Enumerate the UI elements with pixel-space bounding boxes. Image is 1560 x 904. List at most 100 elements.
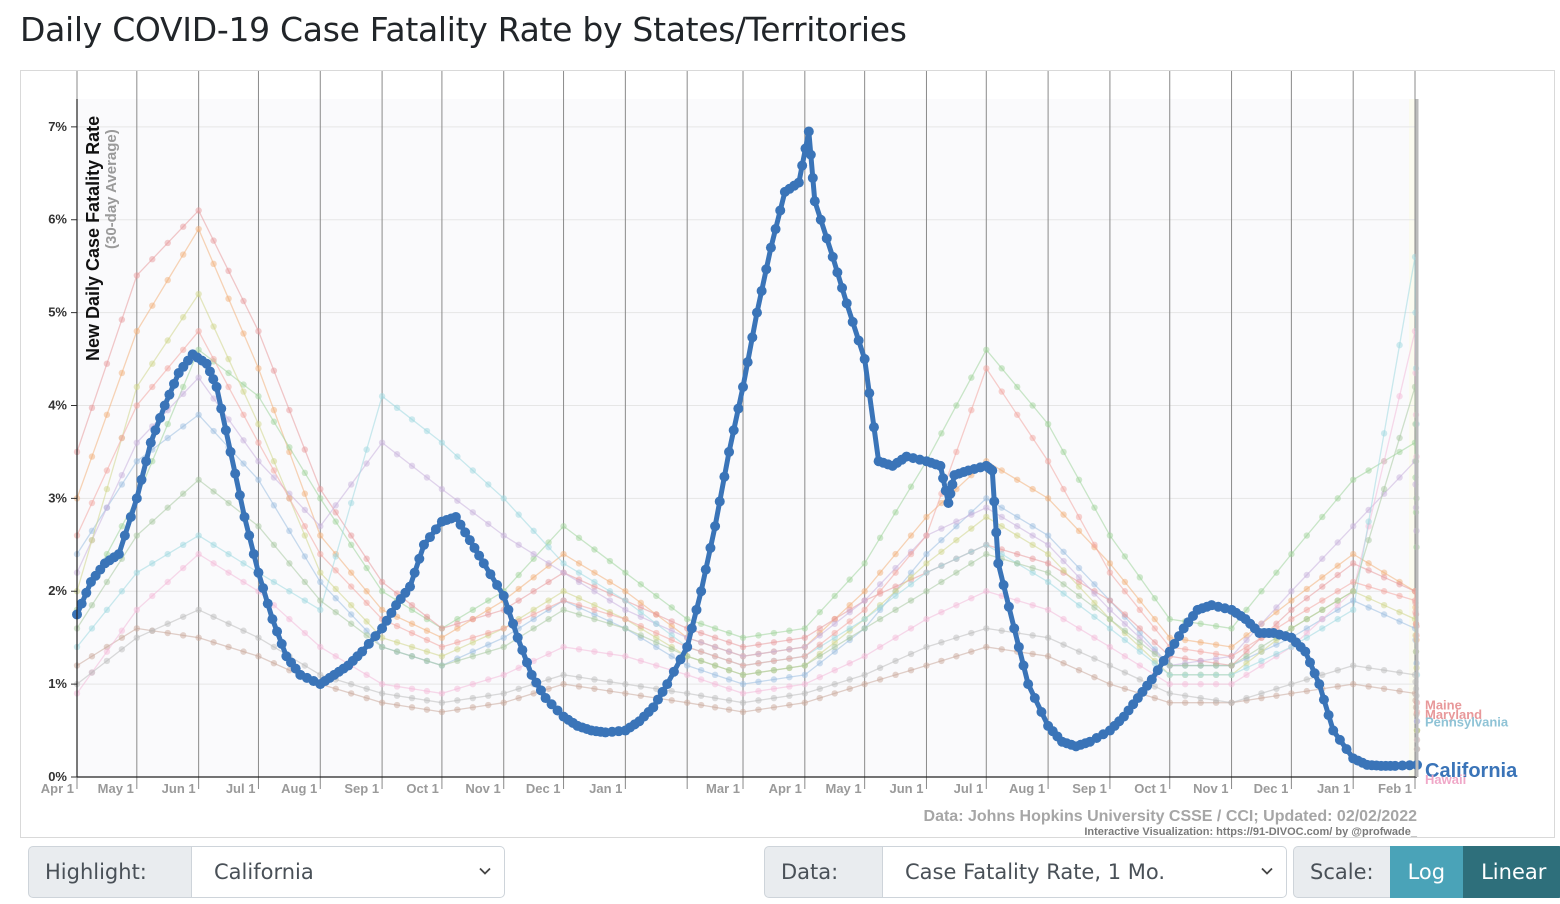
- background-series-point: [560, 569, 567, 576]
- background-series-point: [1091, 541, 1098, 549]
- axes: 0% 1% 2% 3% 4% 5% 6% 7% Apr 1 May 1 Jun 1 Jul 1 Aug …: [41, 99, 1419, 796]
- background-series-point: [485, 520, 492, 528]
- background-series-point: [739, 708, 747, 716]
- highlight-series-point: [531, 677, 542, 688]
- background-series-point: [1258, 643, 1265, 651]
- background-series-point: [270, 467, 278, 474]
- background-series-point: [545, 543, 552, 551]
- background-series-point: [408, 606, 416, 614]
- background-series-point: [438, 662, 446, 669]
- highlight-series-point: [652, 694, 663, 705]
- background-series-point: [1288, 625, 1295, 632]
- highlight-series-point: [169, 378, 180, 389]
- background-series-point: [1181, 699, 1189, 706]
- background-series-point: [697, 701, 705, 709]
- background-series-point: [255, 439, 262, 446]
- background-series-point: [575, 673, 583, 681]
- background-series-point: [755, 650, 762, 658]
- highlight-series-point: [450, 511, 461, 522]
- background-series-point: [1243, 632, 1250, 639]
- background-series-point: [1044, 634, 1052, 641]
- background-series-point: [892, 588, 899, 595]
- background-series-point: [1151, 615, 1158, 623]
- background-series-point: [998, 467, 1005, 474]
- background-series-point: [831, 629, 838, 637]
- background-series-point: [1091, 634, 1098, 641]
- scale-linear-button[interactable]: Linear: [1463, 846, 1560, 898]
- background-series-point: [1243, 664, 1250, 672]
- background-series-point: [786, 636, 793, 644]
- background-series-point: [938, 536, 945, 544]
- highlight-series-point: [809, 196, 820, 207]
- x-tick-label: Jan 1: [1317, 781, 1350, 796]
- background-series-point: [1060, 660, 1067, 667]
- background-series-point: [286, 588, 293, 595]
- highlight-select[interactable]: California: [191, 846, 505, 898]
- background-series-point: [591, 615, 598, 623]
- background-series-point: [1044, 606, 1052, 614]
- background-series-point: [88, 499, 96, 507]
- background-series-point: [998, 513, 1005, 521]
- background-series-point: [347, 620, 355, 627]
- highlight-series-point: [424, 532, 435, 543]
- background-series-point: [1106, 532, 1114, 539]
- background-series-point: [332, 553, 339, 560]
- highlight-series-point: [81, 587, 92, 598]
- background-series-point: [179, 314, 187, 321]
- background-series-point: [179, 223, 187, 230]
- background-series-point: [892, 550, 899, 558]
- scale-log-button[interactable]: Log: [1389, 846, 1464, 898]
- background-series-point: [164, 629, 171, 637]
- background-series-point: [697, 692, 705, 699]
- background-series-point: [88, 404, 96, 412]
- background-series-point: [1151, 660, 1158, 667]
- background-series-point: [1136, 574, 1144, 581]
- background-series-point: [1396, 474, 1403, 481]
- highlight-select-value: California: [214, 860, 314, 884]
- background-series-point: [907, 532, 915, 539]
- background-series-point: [907, 597, 915, 604]
- background-series-point: [560, 550, 567, 558]
- background-series-point: [560, 643, 567, 651]
- background-series-point: [1181, 655, 1189, 662]
- background-series-point: [876, 604, 884, 611]
- background-series-point: [1396, 608, 1403, 616]
- background-series-point: [786, 664, 793, 672]
- background-series-point: [1319, 513, 1326, 521]
- background-series-point: [210, 427, 217, 435]
- highlight-series-point: [700, 564, 711, 575]
- background-series-point: [454, 706, 461, 713]
- background-series-point: [1151, 595, 1158, 602]
- series-end-label: Maryland: [1425, 707, 1482, 722]
- background-series-point: [668, 653, 675, 660]
- background-series-point: [210, 355, 217, 363]
- background-series-point: [1258, 662, 1265, 669]
- background-series-point: [423, 706, 431, 713]
- background-series-point: [195, 550, 202, 558]
- highlight-series-point: [478, 558, 489, 569]
- data-select[interactable]: Case Fatality Rate, 1 Mo.: [882, 846, 1287, 898]
- background-series-point: [755, 641, 762, 648]
- highlight-series-point: [141, 456, 152, 467]
- background-series-point: [1303, 629, 1311, 637]
- highlight-series-point: [474, 550, 485, 561]
- background-series-point: [575, 683, 583, 690]
- background-series-point: [683, 699, 691, 706]
- background-series-point: [861, 597, 868, 604]
- background-series-point: [968, 648, 975, 655]
- highlight-series-point: [272, 626, 283, 637]
- background-series-point: [892, 564, 899, 572]
- background-series-point: [1029, 569, 1036, 576]
- background-series-point: [210, 323, 217, 330]
- highlight-series-point: [230, 468, 241, 479]
- highlight-series-point: [728, 425, 739, 436]
- background-series-point: [711, 694, 719, 702]
- highlight-series-point: [1300, 646, 1311, 657]
- highlight-series-point: [868, 422, 879, 433]
- background-series-point: [317, 569, 324, 576]
- background-series-point: [317, 671, 324, 679]
- background-series-point: [938, 639, 945, 646]
- x-tick-label: Sep 1: [344, 781, 379, 796]
- highlight-series-point: [498, 590, 509, 601]
- background-series-point: [892, 509, 899, 516]
